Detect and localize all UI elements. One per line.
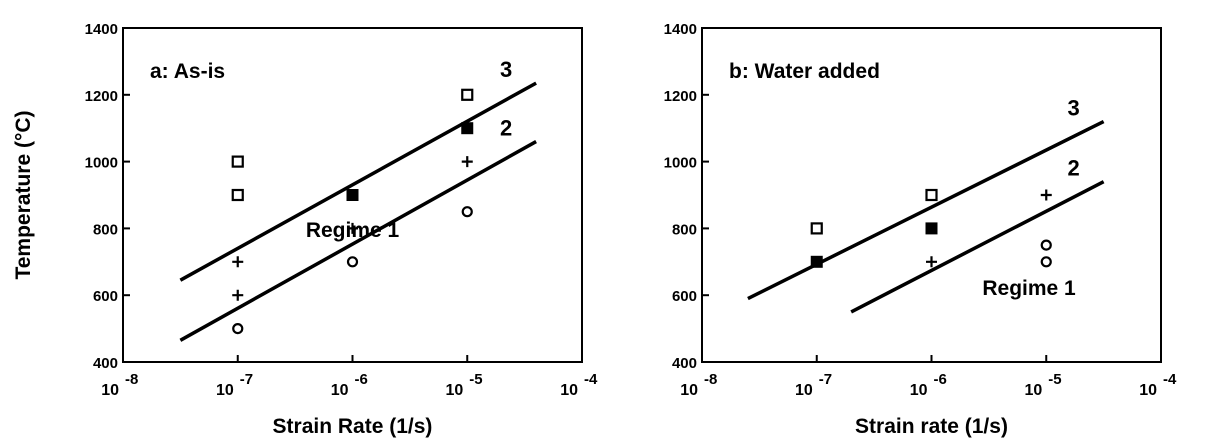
y-axis-title: Temperature (°C) xyxy=(12,110,35,279)
point-plus xyxy=(232,289,244,301)
y-tick-label: 1200 xyxy=(85,88,118,105)
y-tick-label: 400 xyxy=(93,355,118,372)
regime-boundary-2 xyxy=(850,180,1105,314)
point-filled-square xyxy=(346,189,359,201)
point-plus xyxy=(926,256,937,268)
x-tick-base: 10 xyxy=(910,382,928,399)
x-tick-base: 10 xyxy=(101,382,119,399)
y-tick-label: 1400 xyxy=(85,21,118,38)
point-plus xyxy=(1040,189,1052,201)
x-tick-exponent: -7 xyxy=(819,371,832,388)
panel-b: 40060080010001200140010-810-710-610-510-… xyxy=(664,21,1177,438)
point-filled-square xyxy=(461,122,474,135)
x-tick-base: 10 xyxy=(216,382,234,399)
point-open-circle xyxy=(232,323,244,335)
point-open-square xyxy=(925,188,938,202)
regime-boundary-3 xyxy=(747,119,1105,301)
boundary-label-3: 3 xyxy=(1068,96,1080,121)
point-open-square xyxy=(810,222,823,235)
chart-title: a: As-is xyxy=(150,60,225,83)
x-tick-exponent: -6 xyxy=(355,371,368,388)
x-tick-base: 10 xyxy=(795,382,813,399)
panel-a: 40060080010001200140010-810-710-610-510-… xyxy=(12,21,598,438)
y-tick-label: 800 xyxy=(672,221,697,238)
point-open-circle xyxy=(461,206,473,218)
y-tick-label: 600 xyxy=(93,288,118,305)
x-tick-base: 10 xyxy=(331,382,349,399)
point-plus xyxy=(347,222,358,234)
x-axis-title: Strain rate (1/s) xyxy=(855,415,1008,438)
point-open-circle xyxy=(1040,239,1052,251)
point-open-square xyxy=(231,188,244,202)
x-tick-exponent: -4 xyxy=(1163,371,1177,388)
x-tick-exponent: -8 xyxy=(704,371,717,388)
y-tick-label: 1000 xyxy=(85,155,118,172)
point-open-square xyxy=(461,88,474,101)
x-tick-base: 10 xyxy=(1139,382,1157,399)
region-label: Regime 1 xyxy=(982,277,1076,300)
y-tick-label: 600 xyxy=(672,288,697,305)
regime-boundary-2 xyxy=(179,140,537,342)
y-tick-label: 800 xyxy=(93,221,118,238)
boundary-label-2: 2 xyxy=(1068,156,1080,181)
point-open-circle xyxy=(1040,256,1052,268)
x-tick-base: 10 xyxy=(445,382,463,399)
y-tick-label: 1200 xyxy=(664,88,697,105)
x-tick-base: 10 xyxy=(1024,382,1042,399)
boundary-label-2: 2 xyxy=(500,116,512,141)
x-tick-exponent: -8 xyxy=(125,371,138,388)
point-open-square xyxy=(231,155,244,168)
x-tick-exponent: -5 xyxy=(469,371,482,388)
y-tick-label: 1400 xyxy=(664,21,697,38)
boundary-label-3: 3 xyxy=(500,57,512,82)
y-tick-label: 400 xyxy=(672,355,697,372)
x-tick-base: 10 xyxy=(560,382,578,399)
x-tick-exponent: -7 xyxy=(240,371,253,388)
regime-boundary-3 xyxy=(179,81,537,282)
point-filled-square xyxy=(810,255,823,268)
x-tick-base: 10 xyxy=(680,382,698,399)
x-axis-title: Strain Rate (1/s) xyxy=(273,415,433,438)
point-plus xyxy=(461,156,473,168)
y-tick-label: 1000 xyxy=(664,155,697,172)
chart-title: b: Water added xyxy=(729,60,880,83)
point-open-circle xyxy=(346,256,359,268)
x-tick-exponent: -4 xyxy=(584,371,598,388)
point-filled-square xyxy=(925,222,938,235)
x-tick-exponent: -6 xyxy=(934,371,947,388)
point-plus xyxy=(232,256,244,268)
x-tick-exponent: -5 xyxy=(1048,371,1061,388)
